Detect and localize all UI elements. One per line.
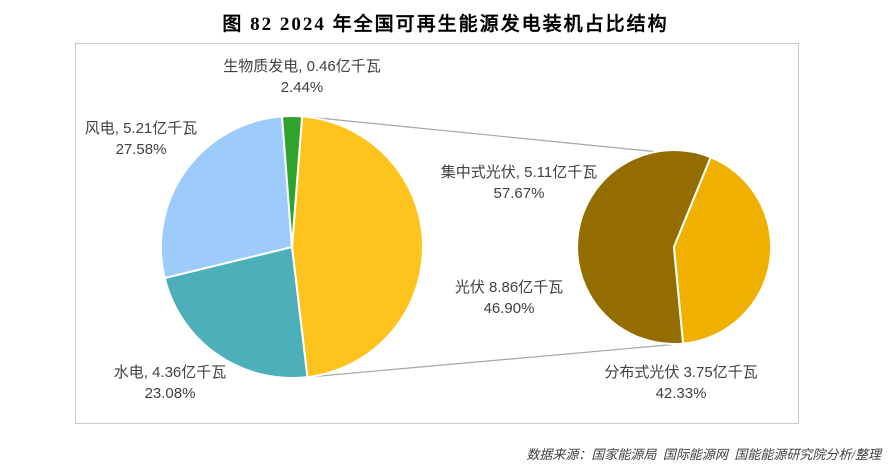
label-distributed-pv-text: 分布式光伏 3.75亿千瓦: [604, 364, 758, 381]
secondary-pie-slice-distributed_pv: [673, 156, 773, 345]
label-biomass-text: 生物质发电, 0.46亿千瓦: [223, 58, 381, 75]
data-source-note: 数据来源：国家能源局 国际能源网 国能能源研究院分析/整理: [526, 447, 881, 462]
label-centralized-pv-pct: 57.67%: [493, 185, 545, 202]
label-wind-text: 风电, 5.21亿千瓦: [84, 120, 198, 137]
main-pie-slice-hydro: [163, 246, 309, 379]
label-distributed-pv-pct: 42.33%: [655, 385, 707, 402]
series-line-top: [302, 115, 711, 158]
main-pie-slice-pv: [291, 115, 424, 379]
secondary-pie-slice-centralized_pv: [576, 149, 712, 346]
series-line-bottom: [307, 343, 684, 378]
label-wind: 风电, 5.21亿千瓦 27.58%: [85, 118, 198, 160]
label-biomass: 生物质发电, 0.46亿千瓦 2.44%: [223, 56, 381, 98]
label-distributed-pv: 分布式光伏 3.75亿千瓦 42.33%: [604, 362, 757, 404]
label-hydro-pct: 23.08%: [144, 385, 196, 402]
label-pv-pct: 46.90%: [483, 300, 535, 317]
label-hydro: 水电, 4.36亿千瓦 23.08%: [114, 362, 227, 404]
main-pie-slice-biomass: [281, 115, 304, 248]
main-pie-slice-wind: [160, 115, 293, 279]
label-hydro-text: 水电, 4.36亿千瓦: [113, 364, 227, 381]
label-biomass-pct: 2.44%: [280, 79, 324, 96]
label-centralized-pv-text: 集中式光伏, 5.11亿千瓦: [440, 164, 598, 181]
label-pv-text: 光伏 8.86亿千瓦: [454, 279, 564, 296]
label-centralized-pv: 集中式光伏, 5.11亿千瓦 57.67%: [441, 162, 597, 204]
label-pv: 光伏 8.86亿千瓦 46.90%: [455, 277, 563, 319]
chart-title: 图 82 2024 年全国可再生能源发电装机占比结构: [222, 14, 669, 35]
label-wind-pct: 27.58%: [115, 141, 167, 158]
